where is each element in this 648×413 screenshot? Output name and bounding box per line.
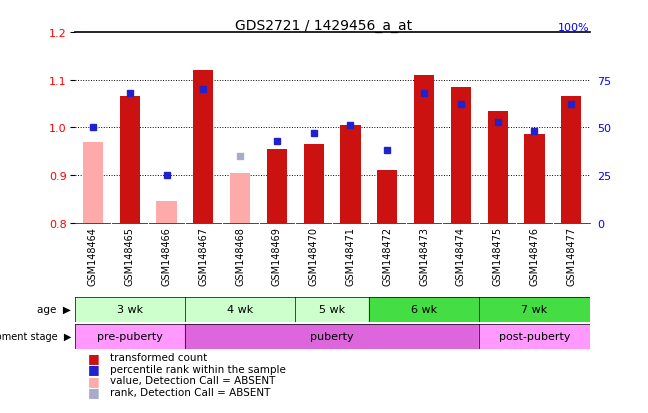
Bar — [487, 112, 508, 223]
Bar — [75, 297, 185, 322]
Bar — [480, 297, 590, 322]
Text: GSM148469: GSM148469 — [272, 227, 282, 285]
Text: percentile rank within the sample: percentile rank within the sample — [110, 364, 286, 374]
Text: value, Detection Call = ABSENT: value, Detection Call = ABSENT — [110, 375, 275, 385]
Bar — [83, 142, 103, 223]
Text: GSM148464: GSM148464 — [88, 227, 98, 285]
Bar — [185, 324, 480, 349]
Text: GSM148471: GSM148471 — [345, 227, 356, 286]
Text: ■: ■ — [87, 385, 99, 399]
Text: ■: ■ — [87, 374, 99, 387]
Bar — [414, 76, 434, 223]
Text: 100%: 100% — [558, 23, 590, 33]
Bar — [295, 297, 369, 322]
Bar — [524, 135, 544, 223]
Text: GSM148473: GSM148473 — [419, 227, 429, 286]
Text: puberty: puberty — [310, 332, 354, 342]
Bar — [303, 145, 324, 223]
Bar — [267, 150, 287, 223]
Text: GSM148474: GSM148474 — [456, 227, 466, 286]
Bar — [185, 297, 295, 322]
Text: GSM148467: GSM148467 — [198, 227, 208, 286]
Bar — [230, 173, 250, 223]
Text: pre-puberty: pre-puberty — [97, 332, 163, 342]
Text: post-puberty: post-puberty — [499, 332, 570, 342]
Text: transformed count: transformed count — [110, 352, 207, 362]
Text: GSM148466: GSM148466 — [161, 227, 172, 285]
Bar — [377, 171, 397, 223]
Bar — [120, 97, 140, 223]
Bar — [75, 324, 185, 349]
Text: ■: ■ — [87, 362, 99, 375]
Text: development stage  ▶: development stage ▶ — [0, 332, 71, 342]
Text: GSM148476: GSM148476 — [529, 227, 540, 286]
Text: age  ▶: age ▶ — [38, 305, 71, 315]
Text: 7 wk: 7 wk — [522, 305, 548, 315]
Text: 3 wk: 3 wk — [117, 305, 143, 315]
Bar — [480, 324, 590, 349]
Text: GSM148470: GSM148470 — [308, 227, 319, 286]
Text: ■: ■ — [87, 351, 99, 364]
Text: 4 wk: 4 wk — [227, 305, 253, 315]
Bar — [193, 71, 213, 223]
Bar — [369, 297, 480, 322]
Text: GSM148477: GSM148477 — [566, 227, 576, 286]
Bar — [561, 97, 581, 223]
Text: rank, Detection Call = ABSENT: rank, Detection Call = ABSENT — [110, 387, 270, 397]
Text: GSM148465: GSM148465 — [124, 227, 135, 286]
Text: GSM148468: GSM148468 — [235, 227, 245, 285]
Text: 5 wk: 5 wk — [319, 305, 345, 315]
Bar — [340, 126, 361, 223]
Text: 6 wk: 6 wk — [411, 305, 437, 315]
Text: GSM148472: GSM148472 — [382, 227, 392, 286]
Text: GDS2721 / 1429456_a_at: GDS2721 / 1429456_a_at — [235, 19, 413, 33]
Bar — [451, 88, 471, 223]
Bar — [156, 202, 177, 223]
Text: GSM148475: GSM148475 — [492, 227, 503, 286]
